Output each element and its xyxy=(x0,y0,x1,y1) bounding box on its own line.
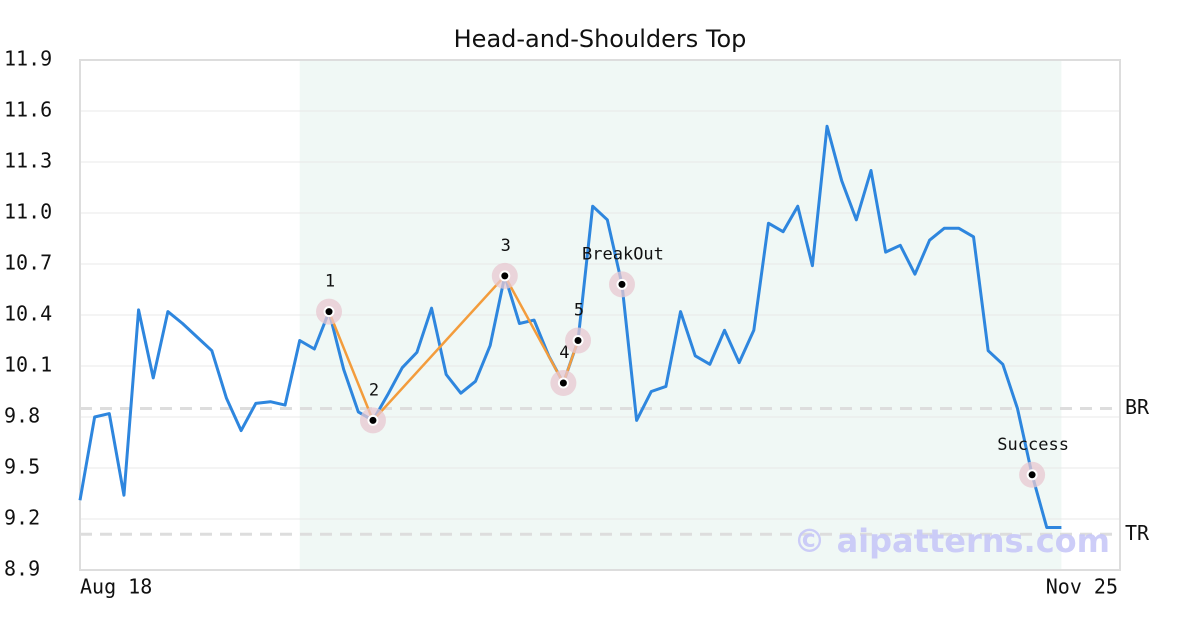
y-tick-label: 8.9 xyxy=(4,557,40,581)
x-tick-label: Aug 18 xyxy=(80,575,152,599)
y-tick-label: 10.1 xyxy=(4,353,52,377)
x-tick-label: Nov 25 xyxy=(1046,575,1118,599)
annotation-label: 5 xyxy=(574,301,584,321)
annotation-point xyxy=(572,335,584,346)
chart-title: Head-and-Shoulders Top xyxy=(454,25,747,53)
plot-border xyxy=(79,59,1121,571)
reference-label: TR xyxy=(1125,521,1150,545)
annotation-point xyxy=(499,270,511,282)
y-tick-label: 11.0 xyxy=(4,200,52,224)
y-tick-label: 11.3 xyxy=(4,149,52,173)
y-tick-label: 9.8 xyxy=(4,404,40,428)
y-tick-label: 10.4 xyxy=(4,302,52,326)
y-tick-label: 11.9 xyxy=(4,47,52,71)
annotation-label: Success xyxy=(997,435,1069,455)
y-tick-label: 10.7 xyxy=(4,251,52,275)
annotation-label: 3 xyxy=(501,236,511,256)
y-tick-label: 9.2 xyxy=(4,506,40,530)
annotation-label: 1 xyxy=(325,272,335,292)
annotation-label: BreakOut xyxy=(582,244,664,264)
reference-label: BR xyxy=(1125,395,1150,419)
annotation-point xyxy=(1026,469,1038,481)
y-tick-label: 9.5 xyxy=(4,455,40,479)
watermark: © aipatterns.com xyxy=(793,522,1110,560)
annotation-point xyxy=(616,278,628,290)
annotation-point xyxy=(367,414,379,426)
annotation-point xyxy=(557,377,569,389)
annotation-point xyxy=(323,306,335,318)
annotation-label: 4 xyxy=(559,343,569,363)
annotation-label: 2 xyxy=(369,380,379,400)
y-tick-label: 11.6 xyxy=(4,98,52,122)
